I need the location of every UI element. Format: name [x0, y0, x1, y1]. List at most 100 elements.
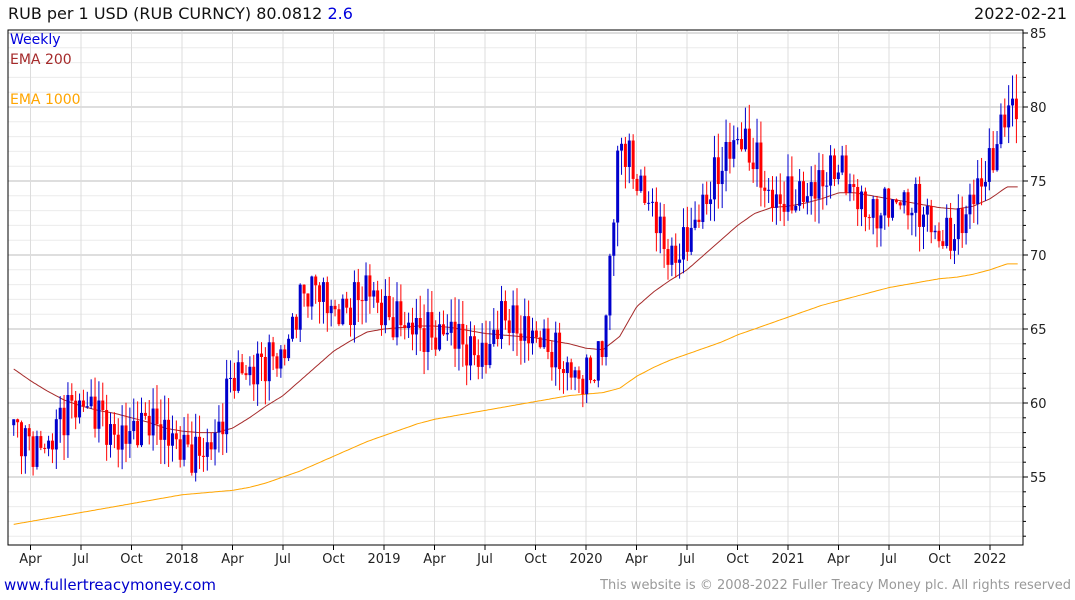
candle-body: [500, 301, 504, 340]
candle-body: [600, 341, 604, 357]
x-tick-label: Jul: [274, 552, 291, 567]
candle-body: [666, 249, 670, 265]
candle-body: [43, 447, 47, 449]
x-tick-label: Jul: [476, 552, 493, 567]
candle-body: [476, 355, 480, 367]
candle-body: [116, 434, 120, 450]
candle-body: [825, 185, 829, 187]
candle-body: [279, 349, 283, 369]
candle-body: [604, 315, 608, 357]
candle-body: [120, 425, 124, 450]
y-tick-label: 80: [1030, 101, 1047, 116]
candle-body: [101, 400, 105, 410]
candle-body: [558, 332, 562, 370]
candle-body: [728, 142, 732, 159]
candle-body: [527, 316, 531, 344]
candle-body: [891, 199, 895, 218]
candle-body: [836, 172, 840, 180]
x-tick-label: Jul: [678, 552, 695, 567]
candle-body: [771, 189, 775, 208]
candle-body: [654, 201, 658, 234]
candle-body: [871, 199, 875, 218]
candle-body: [341, 298, 345, 325]
candle-body: [143, 412, 147, 416]
candle-body: [391, 317, 395, 338]
candle-body: [554, 332, 558, 368]
candle-body: [976, 178, 980, 205]
candle-body: [751, 162, 755, 170]
candle-body: [991, 148, 995, 171]
candle-body: [66, 395, 70, 436]
candle-body: [35, 436, 39, 467]
candle-body: [407, 322, 411, 329]
candle-body: [352, 282, 356, 326]
candle-body: [441, 324, 445, 335]
candle-body: [194, 436, 198, 473]
candle-body: [569, 362, 573, 378]
candle-body: [240, 362, 244, 374]
candle-body: [705, 194, 709, 205]
candle-body: [523, 316, 527, 341]
candle-body: [461, 323, 465, 345]
candle-body: [589, 357, 593, 381]
candle-body: [318, 285, 322, 302]
candle-body: [16, 419, 20, 423]
candle-body: [302, 284, 306, 294]
legend-ema1000: EMA 1000: [10, 92, 81, 108]
candle-body: [294, 316, 298, 330]
candle-body: [434, 337, 438, 350]
candle-body: [178, 439, 182, 460]
y-tick-label: 55: [1030, 471, 1047, 486]
candle-body: [635, 178, 639, 191]
candle-body: [887, 188, 891, 218]
candle-body: [182, 434, 186, 460]
candle-body: [701, 194, 705, 223]
candle-body: [608, 255, 612, 316]
candle-body: [27, 428, 31, 437]
x-tick-label: 2021: [771, 552, 804, 567]
candle-body: [515, 305, 519, 334]
candle-body: [1003, 114, 1007, 128]
candle-body: [236, 362, 240, 391]
candle-body: [151, 408, 155, 436]
candle-body: [921, 214, 925, 227]
x-tick-label: Apr: [221, 552, 244, 567]
candle-body: [550, 351, 554, 368]
candle-body: [147, 415, 151, 436]
candle-body: [457, 323, 461, 349]
candle-body: [387, 295, 391, 318]
candle-body: [709, 199, 713, 205]
candle-body: [128, 431, 132, 444]
candle-body: [937, 230, 941, 242]
candle-body: [945, 217, 949, 246]
candle-body: [329, 305, 333, 314]
candle-body: [577, 370, 581, 379]
candle-body: [469, 336, 473, 366]
candle-body: [112, 424, 116, 435]
candle-body: [697, 219, 701, 223]
candle-body: [906, 192, 910, 216]
candle-body: [136, 420, 140, 446]
candle-body: [821, 170, 825, 187]
candle-body: [325, 282, 329, 314]
candle-body: [78, 400, 82, 418]
candle-body: [794, 205, 798, 211]
legend-weekly: Weekly: [10, 32, 61, 48]
candle-body: [786, 176, 790, 212]
candle-body: [306, 293, 310, 307]
candle-body: [221, 421, 225, 435]
candle-body: [70, 395, 74, 401]
candle-body: [782, 203, 786, 212]
website-link[interactable]: www.fullertreacymoney.com: [4, 576, 217, 594]
candle-body: [314, 276, 318, 286]
candle-body: [58, 407, 62, 420]
x-tick-label: 2018: [165, 552, 198, 567]
candle-body: [395, 301, 399, 338]
candle-body: [724, 142, 728, 171]
x-tick-label: Oct: [726, 552, 748, 567]
change-value: 2.6: [327, 4, 353, 23]
candle-body: [507, 320, 511, 333]
y-tick-label: 70: [1030, 249, 1047, 264]
candle-body: [54, 419, 58, 450]
candle-body: [740, 139, 744, 150]
